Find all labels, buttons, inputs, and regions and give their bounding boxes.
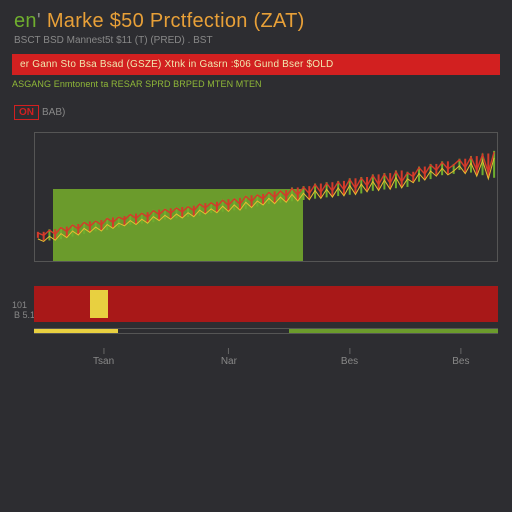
side-badge: ONBAB): [14, 107, 512, 118]
indicator-yellow: [34, 329, 118, 333]
volume-label: 101: [12, 300, 27, 310]
indicator-green: [289, 329, 498, 333]
subtitle: BSCT BSD Mannest5t $11 (T) (PRED) . BST: [14, 35, 498, 46]
price-series: [35, 133, 497, 264]
x-tick: Tsan: [93, 348, 114, 367]
page-title: en' Marke $50 Prctfection (ZAT): [14, 10, 498, 33]
alert-banner: er Gann Sto Bsa Bsad (GSZE) Xtnk in Gasr…: [12, 54, 500, 75]
x-tick: Nar: [221, 348, 237, 367]
header: en' Marke $50 Prctfection (ZAT) BSCT BSD…: [0, 0, 512, 48]
badge-text: BAB): [42, 107, 65, 118]
x-tick: Bes: [341, 348, 358, 367]
x-tick: Bes: [452, 348, 469, 367]
x-axis: Tsan Nar Bes Bes: [34, 348, 498, 378]
badge-box: ON: [14, 105, 39, 120]
indicator-strip: [34, 328, 498, 334]
main-chart: [34, 132, 498, 262]
volume-strip: 101: [34, 286, 498, 322]
volume-yellow-bar: [90, 290, 109, 318]
title-part-main: Marke $50 Prctfection (ZAT): [41, 10, 305, 32]
status-strip: ASGANG Enmtonent ta RESAR SPRD BRPED MTE…: [12, 79, 500, 89]
title-part-green: en: [14, 10, 37, 32]
